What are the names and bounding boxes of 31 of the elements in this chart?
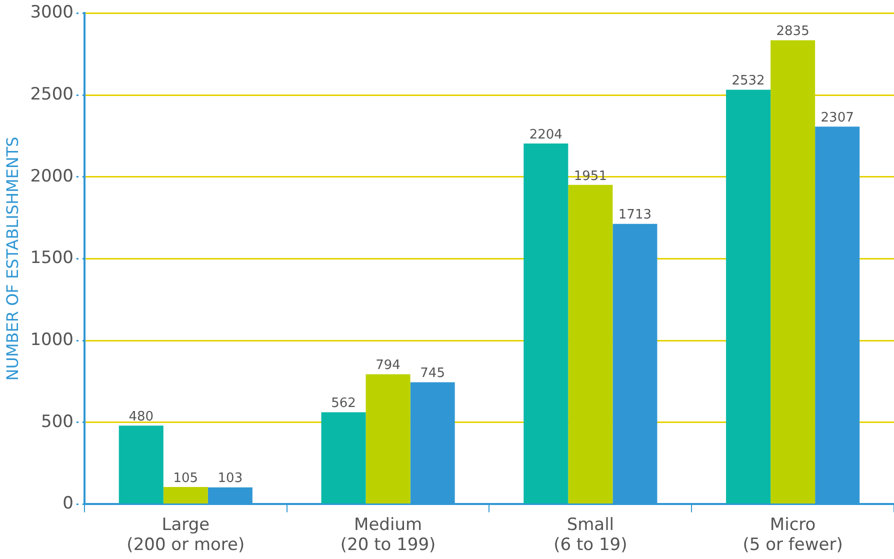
y-tick-label: 1500: [30, 248, 74, 268]
x-tick-label: Medium (20 to 199): [340, 514, 436, 556]
bar: [568, 184, 613, 504]
data-label: 562: [331, 396, 356, 412]
data-label: 2307: [820, 110, 854, 126]
y-tick-label: 500: [41, 412, 74, 432]
x-tick-label: Small (6 to 19): [554, 514, 628, 556]
x-tick-label: Micro (5 or fewer): [742, 514, 843, 556]
data-label: 794: [376, 358, 400, 374]
data-label: 2204: [529, 127, 562, 142]
y-tick-label: 0: [62, 494, 74, 514]
bar: [726, 90, 771, 504]
y-axis-title: NUMBER OF ESTABLISHMENTS: [2, 136, 22, 381]
bar: [770, 40, 816, 504]
data-label: 2835: [776, 24, 810, 40]
bar: [321, 412, 366, 504]
data-label: 745: [420, 366, 445, 382]
y-tick-label: 2500: [30, 84, 74, 104]
data-label: 480: [128, 410, 154, 425]
y-tick-label: 2000: [30, 166, 74, 186]
y-tick-label: 1000: [30, 330, 74, 350]
bar: [118, 426, 164, 504]
bar: [163, 487, 208, 504]
data-label: 2532: [732, 74, 765, 89]
bar: [366, 374, 410, 504]
bar: [524, 143, 568, 504]
y-tick-label: 3000: [30, 2, 74, 23]
data-label: 1713: [618, 208, 652, 223]
x-tick-label: Large (200 or more): [126, 514, 245, 556]
data-label: 103: [218, 471, 243, 486]
data-label: 105: [173, 470, 198, 486]
